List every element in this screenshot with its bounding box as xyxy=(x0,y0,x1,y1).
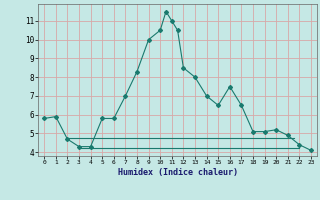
X-axis label: Humidex (Indice chaleur): Humidex (Indice chaleur) xyxy=(118,168,238,177)
